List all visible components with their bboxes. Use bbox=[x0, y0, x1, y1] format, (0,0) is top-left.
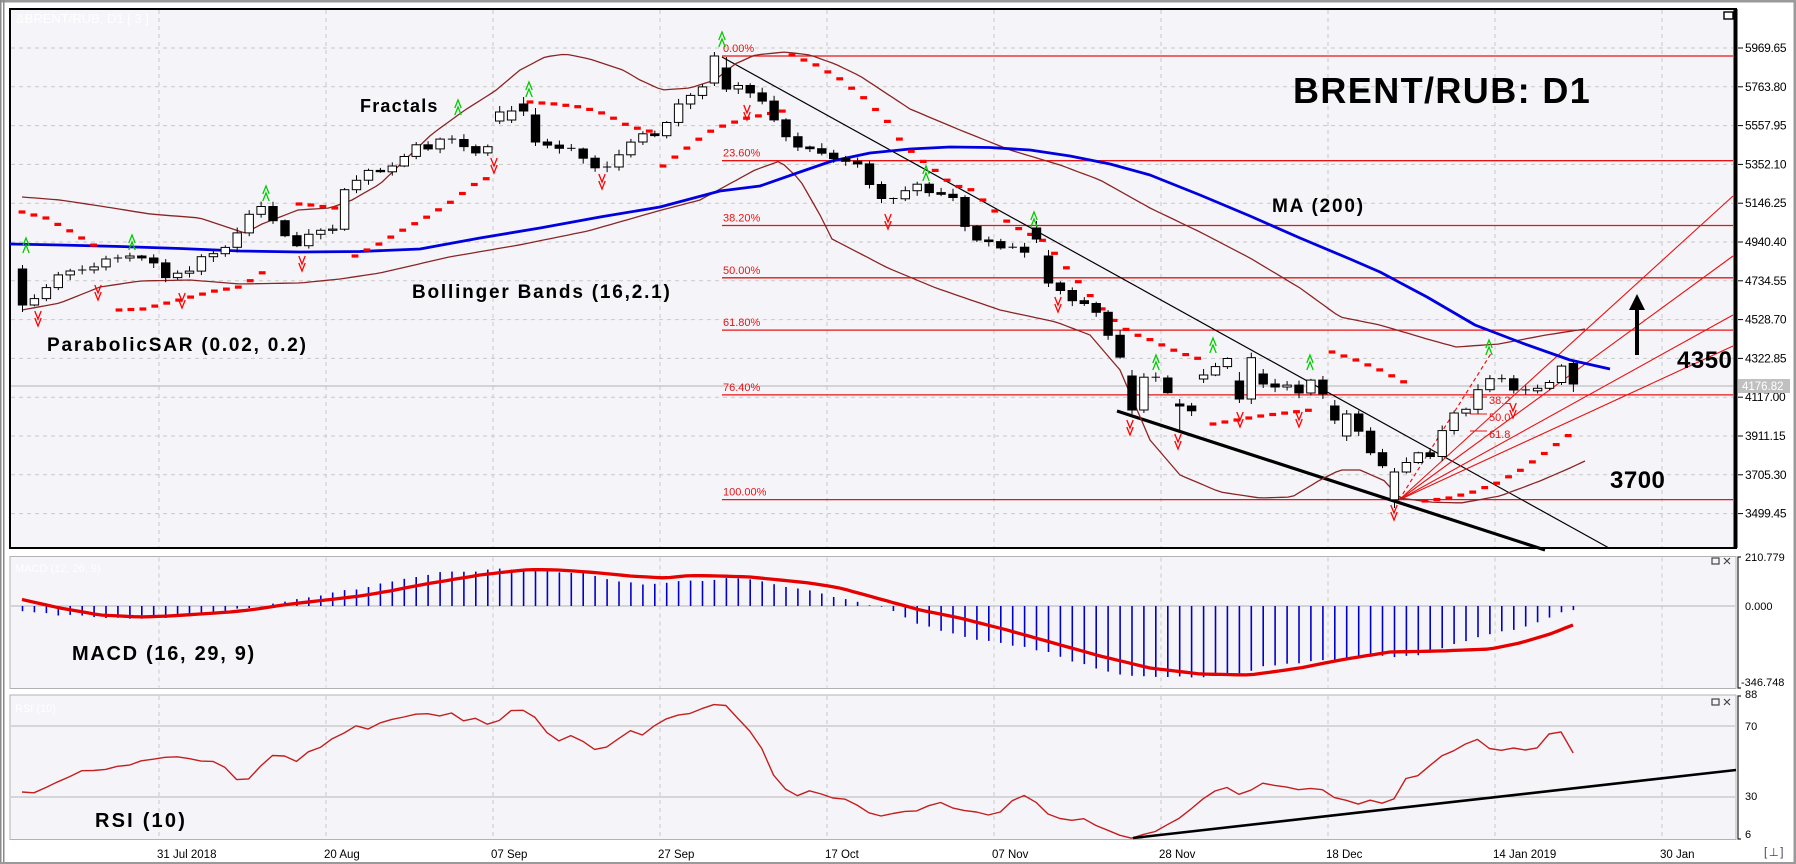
svg-text:28 Nov: 28 Nov bbox=[1159, 849, 1196, 861]
svg-text:210.779: 210.779 bbox=[1745, 552, 1785, 564]
svg-text:BRENT/RUB: D1: BRENT/RUB: D1 bbox=[1293, 70, 1591, 111]
svg-text:88: 88 bbox=[1745, 689, 1757, 701]
svg-text:61.80%: 61.80% bbox=[723, 317, 761, 329]
svg-text:RSI (10): RSI (10) bbox=[95, 810, 187, 832]
svg-text:MACD (12, 26, 9): MACD (12, 26, 9) bbox=[15, 563, 101, 575]
svg-text:4940.40: 4940.40 bbox=[1745, 235, 1787, 249]
svg-text:38.20%: 38.20% bbox=[723, 213, 761, 225]
svg-text:100.00%: 100.00% bbox=[723, 487, 767, 499]
svg-text:27 Sep: 27 Sep bbox=[658, 849, 694, 861]
svg-text:[⊥]: [⊥] bbox=[1764, 847, 1785, 859]
svg-text:MA (200): MA (200) bbox=[1272, 196, 1365, 217]
svg-text:4350: 4350 bbox=[1677, 347, 1732, 374]
svg-text:70: 70 bbox=[1745, 721, 1757, 733]
svg-text:MACD (16, 29, 9): MACD (16, 29, 9) bbox=[72, 643, 256, 665]
svg-text:3705.30: 3705.30 bbox=[1745, 468, 1787, 482]
svg-text:30: 30 bbox=[1745, 791, 1757, 803]
svg-text:20 Aug: 20 Aug bbox=[324, 849, 360, 861]
svg-text:4528.70: 4528.70 bbox=[1745, 313, 1787, 327]
svg-text:50.0: 50.0 bbox=[1489, 412, 1510, 424]
svg-text:07 Nov: 07 Nov bbox=[992, 849, 1029, 861]
svg-text:18 Dec: 18 Dec bbox=[1326, 849, 1363, 861]
svg-text:3911.15: 3911.15 bbox=[1745, 429, 1786, 443]
svg-text:14 Jan 2019: 14 Jan 2019 bbox=[1493, 849, 1556, 861]
svg-text:ParabolicSAR (0.02, 0.2): ParabolicSAR (0.02, 0.2) bbox=[47, 335, 308, 356]
svg-text:5969.65: 5969.65 bbox=[1745, 41, 1787, 55]
svg-text:5146.25: 5146.25 bbox=[1745, 196, 1787, 210]
svg-text:Bollinger Bands (16,2.1): Bollinger Bands (16,2.1) bbox=[412, 282, 672, 303]
svg-text:30 Jan: 30 Jan bbox=[1660, 849, 1695, 861]
svg-text:0.00%: 0.00% bbox=[723, 43, 754, 55]
svg-text:23.60%: 23.60% bbox=[723, 148, 761, 160]
svg-text:Fractals: Fractals bbox=[360, 96, 439, 116]
svg-text:&BRENT/RUB, D1 [ 3 ]: &BRENT/RUB, D1 [ 3 ] bbox=[16, 11, 149, 26]
svg-text:RSI (10): RSI (10) bbox=[15, 703, 56, 715]
svg-text:07 Sep: 07 Sep bbox=[491, 849, 527, 861]
svg-text:5557.95: 5557.95 bbox=[1745, 119, 1787, 133]
svg-text:3700: 3700 bbox=[1610, 467, 1665, 494]
svg-text:3499.45: 3499.45 bbox=[1745, 507, 1787, 521]
svg-text:76.40%: 76.40% bbox=[723, 382, 761, 394]
svg-text:31 Jul 2018: 31 Jul 2018 bbox=[157, 849, 216, 861]
svg-text:50.00%: 50.00% bbox=[723, 265, 761, 277]
svg-text:5352.10: 5352.10 bbox=[1745, 157, 1787, 171]
svg-text:4734.55: 4734.55 bbox=[1745, 274, 1787, 288]
svg-text:0.000: 0.000 bbox=[1745, 601, 1773, 613]
svg-text:5763.80: 5763.80 bbox=[1745, 80, 1787, 94]
svg-text:61.8: 61.8 bbox=[1489, 429, 1510, 441]
svg-text:4176.82: 4176.82 bbox=[1742, 381, 1784, 393]
svg-text:-346.748: -346.748 bbox=[1741, 677, 1784, 689]
svg-text:38.2: 38.2 bbox=[1489, 395, 1510, 407]
svg-text:17 Oct: 17 Oct bbox=[825, 849, 860, 861]
svg-text:4322.85: 4322.85 bbox=[1745, 351, 1787, 365]
svg-text:4117.00: 4117.00 bbox=[1745, 390, 1786, 404]
svg-text:6: 6 bbox=[1745, 829, 1751, 841]
